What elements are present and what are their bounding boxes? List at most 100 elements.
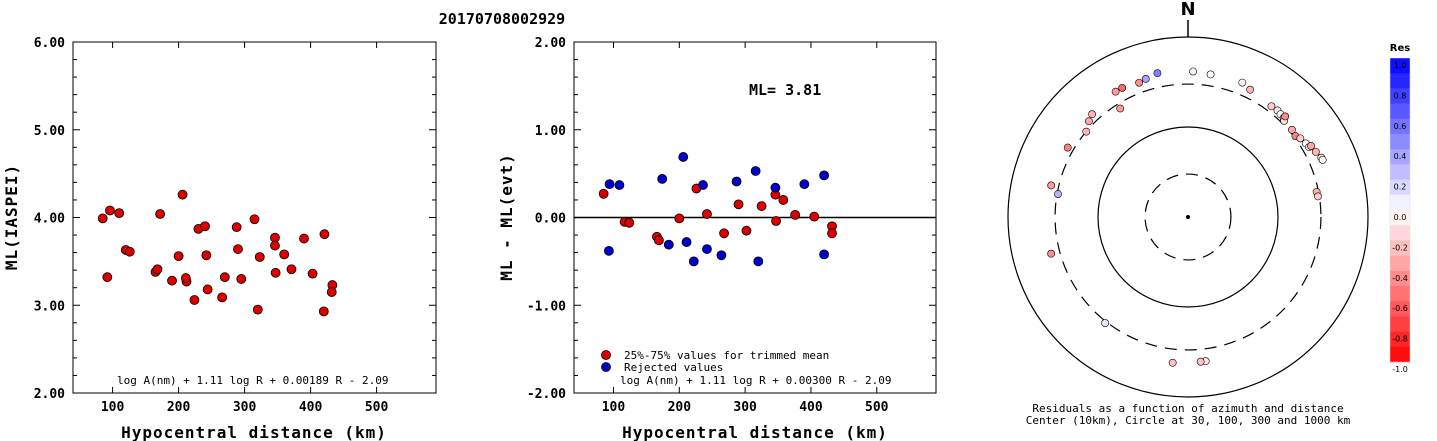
p1-data-point (318, 306, 329, 317)
p1-data-point (279, 249, 290, 260)
p2-data-point (819, 249, 830, 260)
p1-data-point (167, 275, 177, 286)
p2-data-point (770, 182, 781, 193)
p1-data-point (326, 287, 337, 297)
station-residual-point (1118, 83, 1127, 92)
colorbar-swatch (1390, 240, 1410, 256)
colorbar-tick-label: 0.8 (1394, 91, 1407, 100)
p1-data-point (270, 240, 280, 251)
p2-data-point (624, 217, 635, 228)
legend-label-rejected: Rejected values (624, 361, 723, 374)
colorbar-swatch (1390, 225, 1410, 241)
station-residual-point (1047, 181, 1056, 190)
p2-data-point (719, 228, 729, 239)
p2-x-tick-label: 200 (668, 400, 692, 415)
station-residual-point (1084, 117, 1093, 126)
colorbar-swatch (1390, 346, 1410, 363)
p2-x-tick-label: 500 (865, 400, 889, 415)
colorbar-tick-label: -0.2 (1392, 243, 1408, 252)
p1-data-point (105, 205, 115, 216)
p1-x-tick-label: 200 (167, 400, 191, 415)
p2-data-point (678, 152, 689, 162)
p2-data-point (681, 237, 692, 247)
legend-marker-trimmed (601, 350, 611, 360)
p1-data-point (102, 272, 113, 283)
p2-data-point (771, 216, 781, 226)
p1-data-point (189, 295, 200, 305)
colorbar-tick-label: -0.8 (1392, 335, 1408, 344)
p2-data-point (733, 199, 744, 210)
p2-data-point (750, 166, 761, 176)
colorbar-swatch (1390, 149, 1410, 165)
p2-data-point (741, 225, 752, 236)
colorbar-swatch (1390, 118, 1410, 135)
legend-marker-rejected (601, 362, 611, 372)
colorbar-swatch (1390, 301, 1410, 317)
p2-data-point (657, 173, 668, 184)
colorbar-frame (1389, 57, 1411, 363)
colorbar-tick-label: 0.4 (1394, 152, 1407, 161)
colorbar-swatch (1390, 316, 1410, 332)
p2-data-point (688, 256, 699, 267)
colorbar-swatch (1390, 103, 1410, 120)
p1-y-tick-label: 5.00 (34, 124, 65, 139)
p1-y-tick-label: 3.00 (34, 299, 65, 314)
station-residual-point (1246, 85, 1255, 94)
colorbar-tick-label: -0.4 (1392, 274, 1408, 283)
p2-y-tick-label: 2.00 (535, 36, 566, 51)
station-residual-point (1311, 147, 1320, 156)
station-residual-point (1063, 143, 1072, 152)
colorbar-swatch (1390, 210, 1410, 226)
station-residual-point (1153, 69, 1162, 78)
p2-x-tick-label: 400 (799, 400, 823, 415)
station-residual-point (1101, 319, 1110, 327)
p2-data-point (731, 176, 742, 187)
residual-legend: 25%-75% values for trimmed mean Rejected… (601, 349, 829, 374)
ml-distance-panel: 100 200 300 400 500 2.00 3.00 4.00 5.00 6.00 Hypo… (2, 36, 437, 441)
p2-data-point (809, 211, 820, 222)
station-residual-point (1111, 87, 1120, 96)
station-residual-point (1082, 127, 1091, 136)
p1-data-point (200, 221, 210, 232)
station-residual-point (1314, 192, 1322, 201)
p2-data-point (799, 179, 810, 190)
residual-distance-panel: 100 200 300 400 500 -2.00 -1.00 0.00 1.00 2.00 Hy… (497, 36, 937, 441)
p2-x-tick-label: 100 (602, 400, 626, 415)
station-residual-point (1318, 155, 1327, 164)
p2-data-point (604, 179, 615, 190)
p1-data-point (124, 246, 135, 257)
p1-data-point (233, 244, 243, 254)
p1-data-point (286, 264, 297, 275)
station-residual-point (1238, 78, 1247, 87)
p2-data-point (663, 239, 674, 250)
p2-y-tick-label: -2.00 (527, 387, 566, 402)
p2-data-point (716, 250, 727, 261)
ml-x-axis-label: Hypocentral distance (km) (121, 423, 387, 441)
p1-x-tick-label: 100 (101, 400, 125, 415)
p1-x-tick-label: 500 (365, 400, 389, 415)
station-residual-point (1047, 249, 1056, 258)
p2-data-point (654, 235, 664, 246)
azimuth-residual-panel: N Residuals as a function of azimuth and… (1007, 0, 1369, 427)
colorbar-swatch (1390, 331, 1410, 348)
ring-30km (1144, 173, 1232, 261)
colorbar-swatch (1390, 255, 1410, 272)
p2-x-tick-label: 300 (733, 400, 757, 415)
p2-data-point (778, 195, 789, 205)
ring-300km (1054, 83, 1322, 351)
p2-data-point (598, 188, 609, 199)
station-residual-point (1206, 70, 1215, 79)
colorbar-swatch (1390, 88, 1410, 104)
p1-data-point (299, 233, 309, 244)
p1-y-tick-label: 2.00 (34, 387, 65, 402)
p2-data-point (702, 209, 712, 219)
station-residual-point (1116, 104, 1125, 113)
colorbar-tick-label: 0.6 (1394, 122, 1407, 131)
colorbar-tick-label: -0.6 (1392, 304, 1408, 313)
figure-title: 20170708002929 (439, 10, 565, 28)
p1-x-tick-label: 400 (299, 400, 323, 415)
p1-data-point (270, 267, 281, 278)
p1-data-point (97, 213, 108, 224)
station-residual-point (1307, 142, 1315, 150)
